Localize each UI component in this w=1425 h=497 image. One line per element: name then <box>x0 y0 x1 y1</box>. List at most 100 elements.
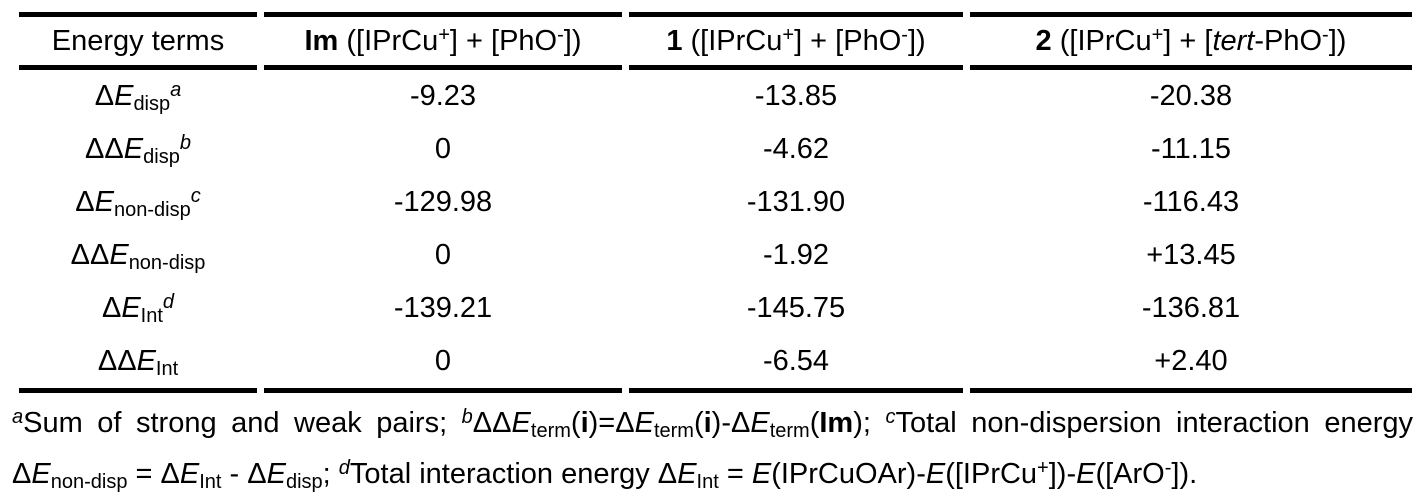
text-segment: term <box>769 419 810 442</box>
value-cell: +2.40 <box>970 335 1412 393</box>
text-segment: disp <box>133 92 171 115</box>
text-segment: ] + [PhO <box>794 24 902 57</box>
text-segment: 1 <box>666 24 683 57</box>
table-header-row: Energy terms Im ([IPrCu+] + [PhO-]) 1 ([… <box>19 12 1412 70</box>
value-cell: -139.21 <box>393 292 493 324</box>
text-segment: E <box>123 133 144 165</box>
text-segment: Total non-dispersion interaction energy … <box>12 407 1413 490</box>
text-segment: d <box>162 291 175 314</box>
text-segment: term <box>653 419 694 442</box>
row-label-ddE-disp: ΔΔEdispb <box>19 123 257 176</box>
text-segment: ΔΔ <box>97 345 137 377</box>
text-segment: + <box>1151 23 1164 46</box>
col-header-1: 1 ([IPrCu+] + [PhO-]) <box>629 12 963 70</box>
text-segment: ( <box>570 407 581 439</box>
text-segment: = <box>718 458 752 490</box>
value-cell: -1.92 <box>762 239 830 271</box>
value-cell: -131.90 <box>746 186 846 218</box>
text-segment: E <box>751 458 772 490</box>
col-header-energy-terms: Energy terms <box>19 12 257 70</box>
text-segment: E <box>94 186 114 218</box>
text-segment: ([ArO <box>1095 458 1165 490</box>
text-segment: Int <box>199 470 222 493</box>
text-segment: ]) <box>563 24 582 57</box>
text-segment: disp <box>285 470 323 493</box>
text-segment: + <box>1037 457 1049 480</box>
text-segment: E <box>121 292 141 324</box>
value-cell: 0 <box>434 133 452 165</box>
text-segment: E <box>114 80 134 112</box>
row-label-dE-int: ΔEIntd <box>19 282 257 335</box>
text-segment: E <box>136 345 156 377</box>
value-cell: 0 <box>264 335 622 393</box>
text-segment: b <box>461 406 473 429</box>
value-cell: -13.85 <box>754 80 838 112</box>
text-segment: ); <box>853 407 886 439</box>
text-segment: - <box>1322 23 1329 46</box>
text-segment: Sum of strong and weak pairs; <box>23 407 462 439</box>
text-segment: ]) <box>1328 24 1347 57</box>
text-segment: b <box>179 132 191 155</box>
table-row: ΔΔEInt 0 -6.54 +2.40 <box>19 335 1412 393</box>
text-segment: E <box>179 458 200 490</box>
table-row: ΔΔEdispb 0 -4.62 -11.15 <box>19 123 1412 176</box>
text-segment: E <box>109 239 129 271</box>
text-segment: Im <box>304 24 339 57</box>
text-segment: non-disp <box>128 251 206 274</box>
text-segment: ]) <box>907 24 926 57</box>
text-segment: Energy terms <box>51 24 225 57</box>
text-segment: Int <box>155 357 179 380</box>
table-row: ΔEIntd -139.21 -145.75 -136.81 <box>19 282 1412 335</box>
row-label-ddE-non-disp: ΔΔEnon-disp <box>19 229 257 282</box>
text-segment: d <box>338 457 350 480</box>
text-segment: - <box>1164 457 1172 480</box>
row-label-ddE-int: ΔΔEInt <box>19 335 257 393</box>
value-cell: -145.75 <box>746 292 846 324</box>
text-segment: (IPrCuOAr)- <box>771 458 926 490</box>
text-segment: ; <box>322 458 339 490</box>
col-header-2: 2 ([IPrCu+] + [tert-PhO-]) <box>970 12 1412 70</box>
text-segment: = Δ <box>127 458 180 490</box>
text-segment: ([IPrCu <box>1051 24 1152 57</box>
text-segment: a <box>170 79 182 102</box>
text-segment: E <box>925 458 946 490</box>
text-segment: non-disp <box>50 470 128 493</box>
value-cell: -4.62 <box>762 133 830 165</box>
text-segment: ( <box>693 407 704 439</box>
text-segment: Δ <box>75 186 95 218</box>
table-row: ΔEnon-dispc -129.98 -131.90 -116.43 <box>19 176 1412 229</box>
text-segment: ])- <box>1048 458 1077 490</box>
row-label-dE-non-disp: ΔEnon-dispc <box>19 176 257 229</box>
value-cell: -20.38 <box>1149 80 1233 112</box>
text-segment: Int <box>696 470 719 493</box>
text-segment: E <box>677 458 697 490</box>
text-segment: ([IPrCu <box>945 458 1038 490</box>
value-cell: +13.45 <box>1146 239 1236 271</box>
value-cell: -136.81 <box>1141 292 1241 324</box>
text-segment: E <box>31 458 51 490</box>
text-segment: Δ <box>94 80 115 112</box>
text-segment: )-Δ <box>711 407 751 439</box>
text-segment: ] + [PhO <box>449 24 558 57</box>
value-cell: -116.43 <box>1142 186 1240 218</box>
text-segment: c <box>885 406 896 429</box>
text-segment: E <box>634 407 654 439</box>
text-segment: Total interaction energy Δ <box>349 458 678 490</box>
text-segment: 2 <box>1035 24 1052 57</box>
text-segment: Δ <box>101 292 122 324</box>
text-segment: i <box>703 407 712 439</box>
text-segment: a <box>12 406 24 429</box>
text-segment: + <box>782 23 795 46</box>
text-segment: + <box>438 23 450 46</box>
col-header-im: Im ([IPrCu+] + [PhO-]) <box>264 12 622 70</box>
energy-terms-table: Energy terms Im ([IPrCu+] + [PhO-]) 1 ([… <box>12 12 1419 393</box>
text-segment: term <box>530 419 571 442</box>
text-segment: E <box>750 407 770 439</box>
text-segment: E <box>266 458 286 490</box>
text-segment: - <box>901 23 908 46</box>
text-segment: i <box>580 407 589 439</box>
text-segment: ]). <box>1171 458 1198 490</box>
text-segment: - Δ <box>221 458 267 490</box>
value-cell: -129.98 <box>393 186 493 218</box>
